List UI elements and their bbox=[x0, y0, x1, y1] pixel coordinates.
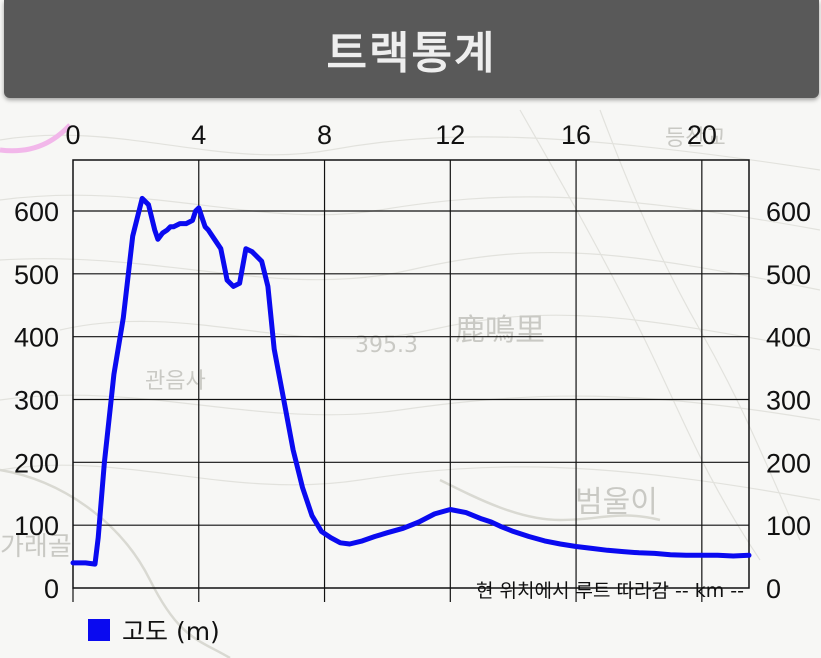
elevation-series-line bbox=[70, 195, 752, 567]
chart-legend: 고도 (m) bbox=[88, 612, 220, 648]
map-label-bridge: 등산교 bbox=[665, 126, 726, 151]
x-tick-label: 16 bbox=[561, 120, 591, 150]
y-tick-label-left: 300 bbox=[14, 386, 59, 416]
map-label-beomuri: 범울이 bbox=[575, 485, 658, 520]
plot-frame bbox=[72, 159, 750, 589]
legend-swatch bbox=[88, 619, 110, 641]
y-tick-label-right: 500 bbox=[766, 260, 811, 290]
x-tick-label: 20 bbox=[687, 120, 717, 150]
title-bar: 트랙통계 bbox=[4, 0, 819, 98]
y-tick-label-left: 500 bbox=[14, 260, 59, 290]
legend-label: 고도 (m) bbox=[122, 617, 220, 646]
y-tick-label-right: 100 bbox=[766, 511, 811, 541]
page-title: 트랙통계 bbox=[326, 28, 497, 79]
y-tick-label-right: 0 bbox=[766, 574, 781, 604]
x-tick-label: 8 bbox=[317, 120, 332, 150]
map-label-garaegol: 가래골 bbox=[0, 532, 72, 562]
y-tick-label-right: 600 bbox=[766, 197, 811, 227]
y-tick-label-left: 400 bbox=[14, 323, 59, 353]
y-tick-label-left: 600 bbox=[14, 197, 59, 227]
y-tick-label-right: 300 bbox=[766, 386, 811, 416]
y-tick-label-right: 200 bbox=[766, 448, 811, 478]
route-distance-note: 현 위치에서 루트 따라감 -- km -- bbox=[476, 580, 744, 602]
map-label-temple: 관음사 bbox=[145, 369, 206, 394]
y-tick-label-right: 400 bbox=[766, 323, 811, 353]
y-tick-label-left: 0 bbox=[44, 574, 59, 604]
x-tick-label: 0 bbox=[65, 120, 80, 150]
map-label-village: 鹿鳴里 bbox=[455, 313, 545, 348]
x-tick-label: 12 bbox=[435, 120, 465, 150]
y-tick-label-left: 200 bbox=[14, 448, 59, 478]
y-tick-label-left: 100 bbox=[14, 511, 59, 541]
x-tick-label: 4 bbox=[191, 120, 206, 150]
